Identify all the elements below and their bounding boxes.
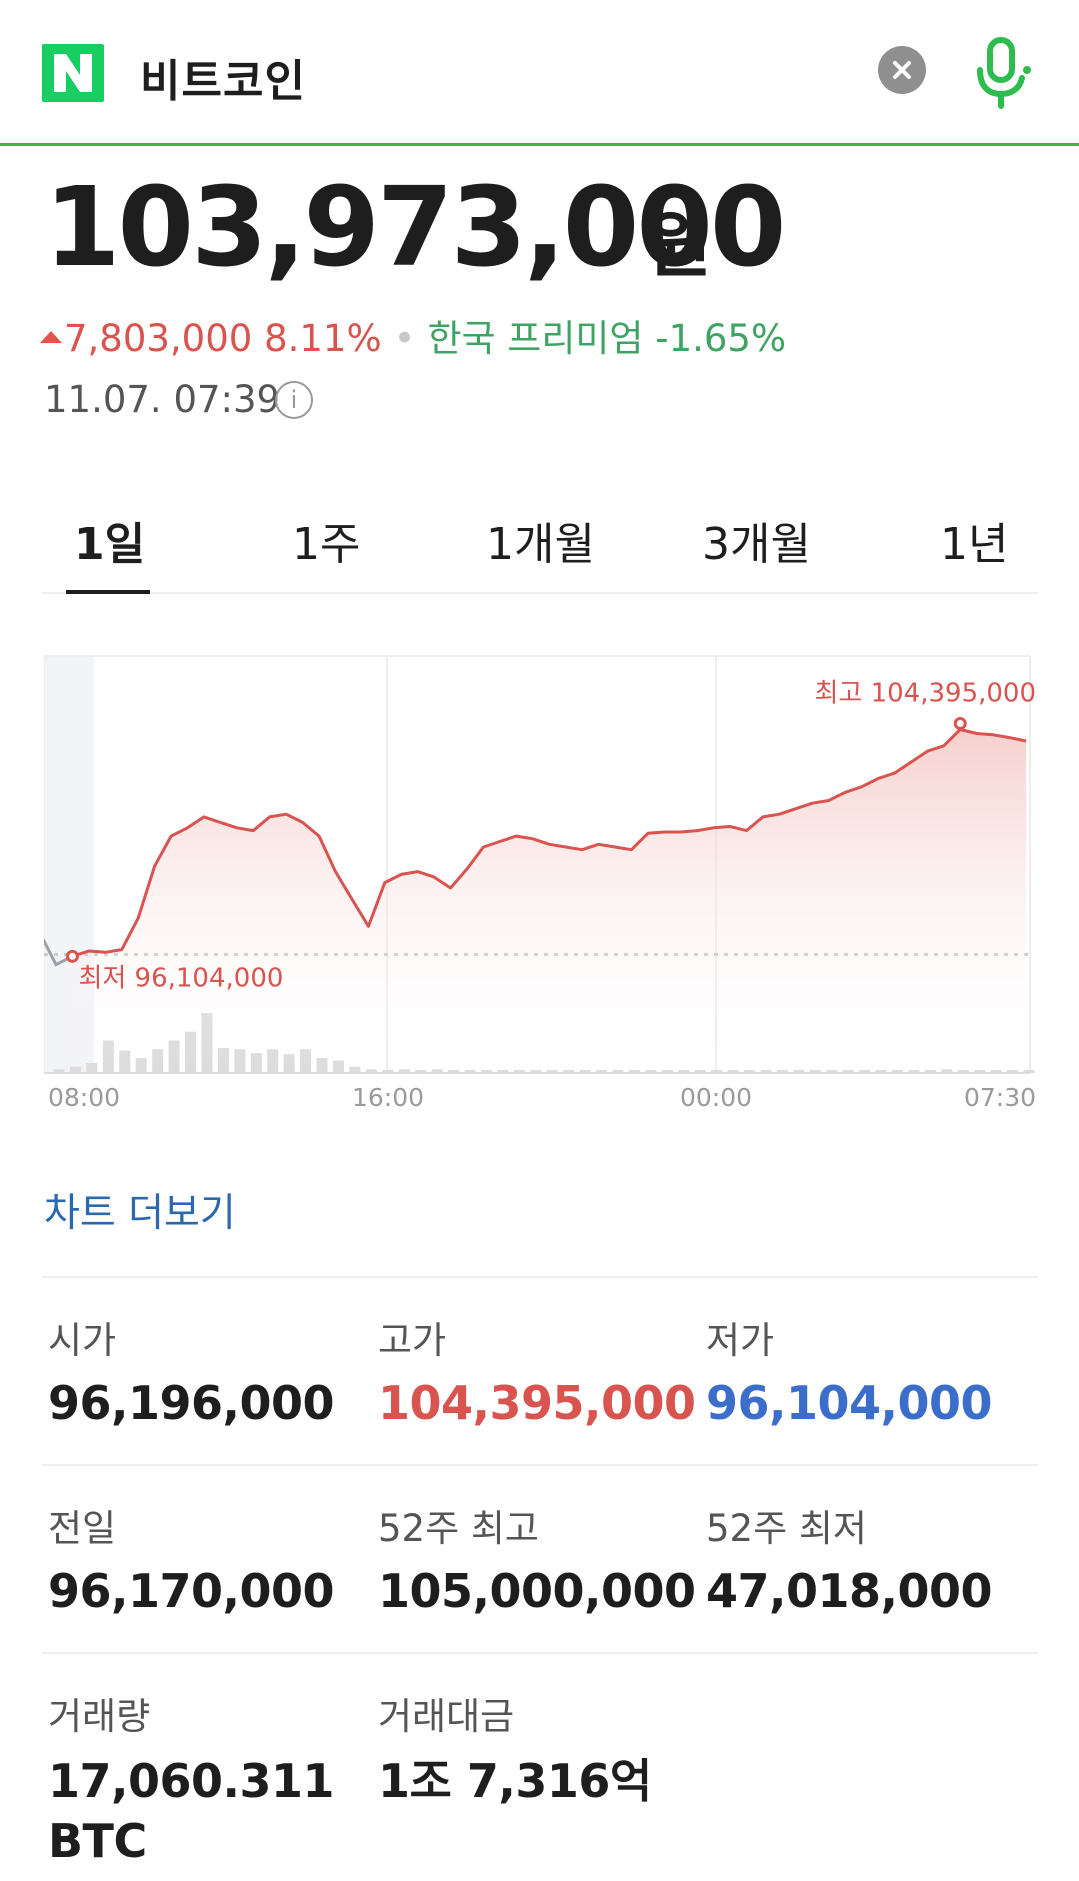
- stat-trade-amount: 거래대금 1조 7,316억: [378, 1686, 652, 1812]
- search-input[interactable]: 비트코인: [140, 56, 306, 107]
- naver-logo-icon[interactable]: [42, 44, 104, 102]
- period-tabs: 1일 1주 1개월 3개월 1년: [42, 480, 1038, 594]
- stat-open: 시가 96,196,000: [48, 1310, 335, 1430]
- stat-value: 17,060.311 BTC: [48, 1754, 335, 1868]
- price-timestamp: 11.07. 07:39: [44, 378, 281, 421]
- volume-bar: [1023, 1070, 1035, 1073]
- price-area: [72, 729, 1026, 1072]
- stat-low: 저가 96,104,000: [706, 1310, 993, 1430]
- microphone-icon: [977, 37, 1031, 109]
- stat-value: 96,170,000: [48, 1564, 335, 1618]
- stat-label: 저가: [706, 1319, 775, 1362]
- tab-1-day[interactable]: 1일: [74, 519, 146, 570]
- change-amount: 7,803,000: [64, 317, 253, 360]
- stat-volume: 거래량 17,060.311 BTC: [48, 1686, 335, 1872]
- price-chart[interactable]: 최저 96,104,000 최고 104,395,000 08:00 16:00 00:…: [44, 652, 1040, 1112]
- high-marker: [953, 716, 967, 730]
- x-tick-label: 08:00: [48, 1083, 120, 1112]
- stat-value: 104,395,000: [378, 1376, 696, 1430]
- tab-1-month[interactable]: 1개월: [486, 519, 595, 570]
- x-tick-label: 07:30: [964, 1083, 1036, 1112]
- high-label: 최고 104,395,000: [814, 678, 1036, 708]
- price-line: [71, 728, 1027, 958]
- x-tick-label: 00:00: [680, 1083, 752, 1112]
- clear-search-button[interactable]: [878, 46, 926, 94]
- info-icon[interactable]: i: [275, 381, 313, 419]
- tab-3-months[interactable]: 3개월: [702, 519, 811, 570]
- stat-value: 105,000,000: [378, 1564, 696, 1618]
- korea-premium: 한국 프리미엄 -1.65%: [427, 317, 787, 360]
- tab-1-week[interactable]: 1주: [292, 519, 361, 570]
- stat-value: 96,104,000: [706, 1376, 993, 1430]
- price-change-row: 7,803,000 8.11% • 한국 프리미엄 -1.65%: [40, 308, 786, 360]
- divider: [42, 1464, 1038, 1466]
- stat-label: 52주 최고: [378, 1507, 539, 1550]
- change-percent: 8.11%: [264, 317, 382, 360]
- active-tab-indicator: [66, 590, 150, 594]
- separator-dot: •: [393, 317, 416, 360]
- low-label: 최저 96,104,000: [78, 963, 283, 993]
- price-chart-svg: 최저 96,104,000 최고 104,395,000 08:00 16:00 00:…: [44, 655, 1036, 1112]
- up-arrow-icon: [40, 330, 62, 343]
- stat-value: 96,196,000: [48, 1376, 335, 1430]
- close-icon: [893, 61, 911, 79]
- divider: [42, 1276, 1038, 1278]
- voice-search-button[interactable]: [970, 36, 1034, 110]
- current-price: 103,973,000: [44, 163, 786, 291]
- tab-1-year[interactable]: 1년: [940, 519, 1009, 570]
- stat-label: 시가: [48, 1319, 117, 1362]
- stat-label: 거래량: [48, 1695, 151, 1738]
- stat-52w-low: 52주 최저 47,018,000: [706, 1498, 993, 1618]
- stat-label: 거래대금: [378, 1695, 515, 1738]
- stat-label: 전일: [48, 1507, 117, 1550]
- stat-52w-high: 52주 최고 105,000,000: [378, 1498, 696, 1618]
- price-unit: 원: [646, 203, 713, 287]
- stat-label: 52주 최저: [706, 1507, 867, 1550]
- more-chart-link[interactable]: 차트 더보기: [44, 1191, 236, 1236]
- search-header: 비트코인: [0, 0, 1079, 146]
- divider: [42, 1652, 1038, 1654]
- x-tick-label: 16:00: [352, 1083, 424, 1112]
- low-marker: [65, 949, 79, 963]
- stat-value: 47,018,000: [706, 1564, 993, 1618]
- stat-prev-close: 전일 96,170,000: [48, 1498, 335, 1618]
- volume-bar: [53, 1069, 65, 1073]
- stat-high: 고가 104,395,000: [378, 1310, 696, 1430]
- stat-label: 고가: [378, 1319, 447, 1362]
- stat-value: 1조 7,316억: [378, 1754, 652, 1808]
